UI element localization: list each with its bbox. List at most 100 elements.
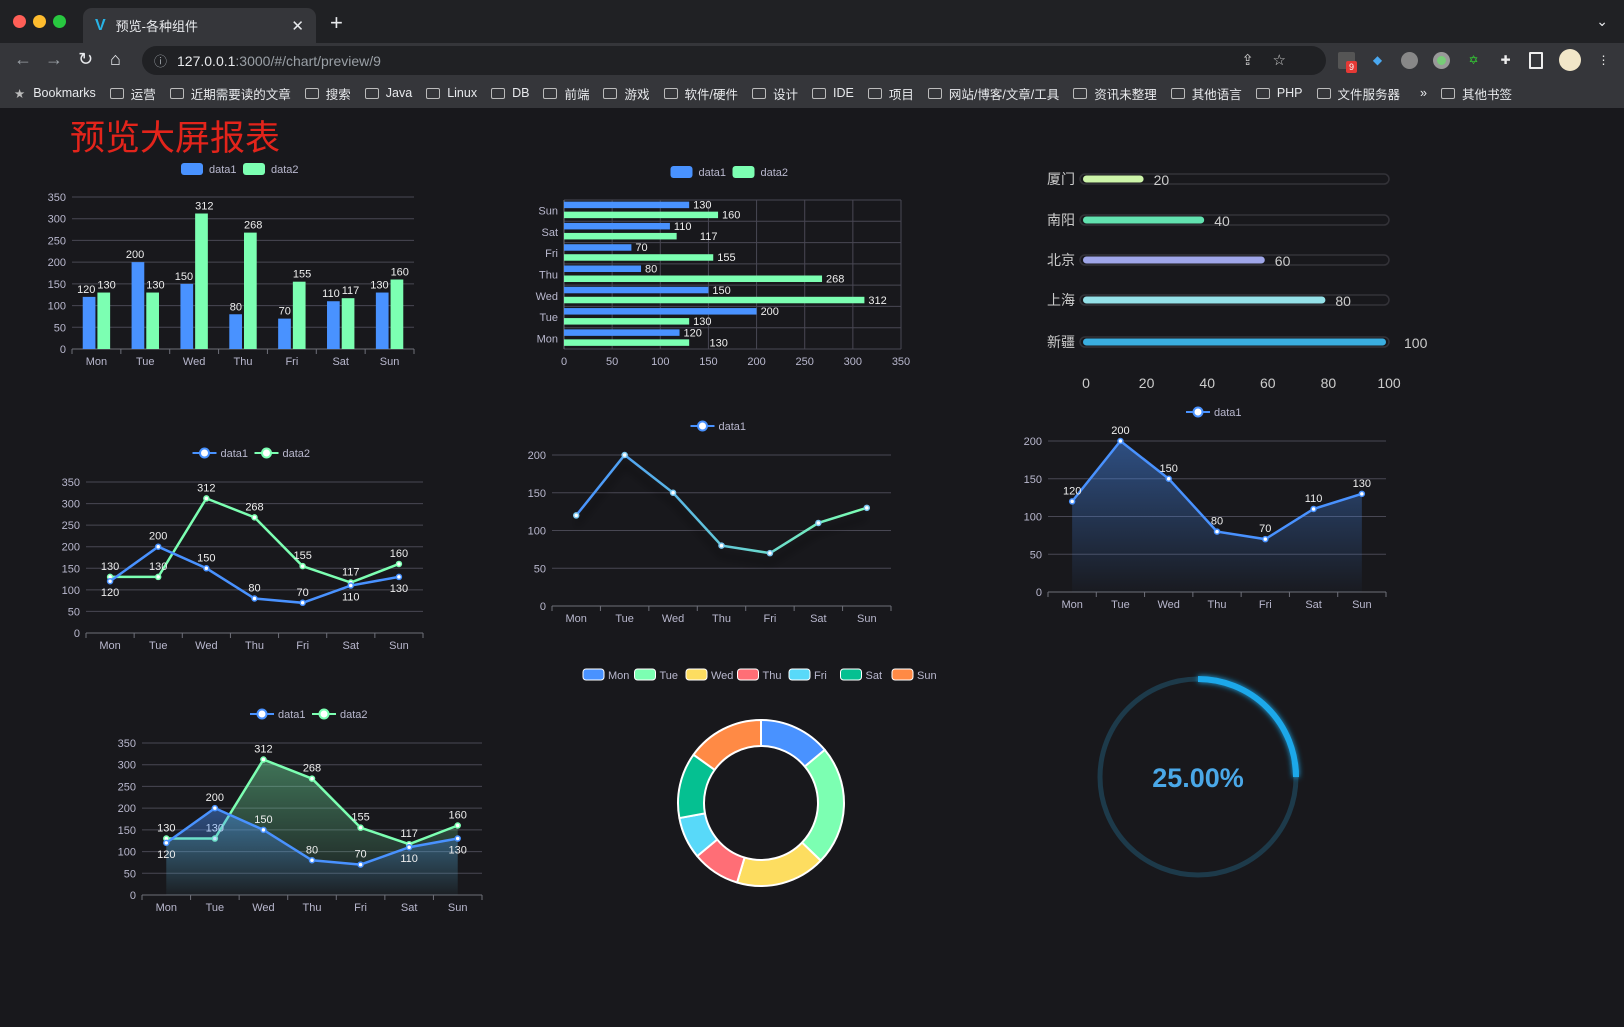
data-label: 110 (400, 853, 418, 865)
bookmark-folder[interactable]: IDE (812, 86, 854, 100)
x-tick-label: Wed (252, 902, 274, 914)
forward-icon[interactable]: → (45, 49, 63, 69)
browser-tab[interactable]: V 预览-各种组件 ✕ (83, 8, 316, 43)
data-label: 80 (645, 264, 657, 276)
chart-bar: data1 data2 0 50 100 150 200 250 300 350 Mon Tue Wed… (48, 163, 415, 368)
legend-item-data1[interactable]: data1 (192, 447, 249, 460)
legend-item-data2[interactable]: data2 (312, 708, 368, 721)
legend-item-data1[interactable]: data1 (690, 420, 747, 433)
legend-item-Sat[interactable]: Sat (840, 668, 883, 682)
legend-item-data1[interactable]: data1 (1186, 406, 1242, 419)
bar-data2 (195, 213, 208, 349)
bookmark-folder[interactable]: 前端 (543, 84, 589, 103)
bookmark-folder[interactable]: Linux (426, 86, 477, 100)
legend-marker (261, 447, 272, 459)
menu-icon[interactable]: ⋮ (1597, 53, 1610, 67)
back-icon[interactable]: ← (14, 49, 32, 69)
bookmark-folder[interactable]: 其他语言 (1170, 84, 1242, 103)
legend-item-data1[interactable]: data1 (670, 166, 727, 179)
x-tick-label: 200 (747, 356, 765, 368)
side-panel-icon[interactable] (1529, 52, 1543, 69)
maximize-window-button[interactable] (53, 15, 66, 28)
bookmark-folder[interactable]: 设计 (751, 84, 798, 103)
legend-item-data1[interactable]: data1 (181, 163, 237, 176)
minimize-window-button[interactable] (33, 15, 46, 28)
close-tab-icon[interactable]: ✕ (291, 17, 304, 35)
progress-fill (1083, 216, 1205, 224)
folder-icon (491, 87, 506, 99)
legend-item-data2[interactable]: data2 (243, 163, 299, 176)
star-extension-icon[interactable]: ✡ (1468, 53, 1479, 67)
close-window-button[interactable] (13, 15, 26, 28)
x-tick-label: 300 (844, 356, 862, 368)
bookmark-folder[interactable]: Java (364, 86, 412, 100)
bookmark-folder[interactable]: 文件服务器 (1316, 84, 1400, 103)
bookmark-folder[interactable]: 近期需要读的文章 (169, 84, 291, 103)
bookmark-folder[interactable]: 搜索 (304, 84, 351, 103)
x-tick-label: Wed (1158, 599, 1180, 611)
puzzle-extensions-icon[interactable]: ✚ (1500, 53, 1511, 67)
point-data1 (572, 512, 580, 519)
legend-item-data1[interactable]: data1 (250, 708, 306, 721)
legend-item-Fri[interactable]: Fri (788, 668, 827, 682)
progress-track (1079, 294, 1390, 306)
profile-avatar[interactable] (1559, 49, 1581, 71)
bookmark-folder[interactable]: PHP (1255, 86, 1303, 100)
category-label: 新疆 (1047, 334, 1075, 350)
y-tick-label: 100 (1024, 512, 1042, 524)
share-icon[interactable]: ⇪ (1241, 52, 1254, 69)
bookmark-label: Bookmarks (33, 86, 96, 100)
bar-data2 (390, 279, 404, 349)
home-icon[interactable]: ⌂ (110, 49, 121, 69)
x-tick-label: Sat (332, 356, 349, 368)
reload-icon[interactable]: ↻ (78, 49, 94, 69)
bookmark-folder[interactable]: 软件/硬件 (663, 84, 738, 103)
site-info-icon[interactable]: ⓘ (154, 54, 168, 69)
value-label: 80 (1335, 293, 1351, 309)
bookmark-folder[interactable]: 项目 (867, 84, 914, 103)
point-data2 (203, 495, 210, 502)
x-tick-label: Thu (245, 640, 264, 652)
bookmark-folder[interactable]: 网站/博客/文章/工具 (927, 84, 1059, 103)
extension-icon[interactable] (1401, 52, 1418, 69)
legend-label: data1 (1214, 407, 1242, 419)
new-tab-button[interactable]: + (330, 10, 343, 35)
bar-data1 (180, 283, 194, 349)
bookmark-folder[interactable]: 运营 (109, 84, 156, 103)
data-label: 70 (354, 849, 366, 861)
bookmark-folder[interactable]: DB (491, 86, 529, 100)
legend-item-Wed[interactable]: Wed (685, 668, 733, 682)
x-tick-label: Tue (136, 356, 155, 368)
bookmarks-button[interactable]: ★ Bookmarks (14, 86, 96, 101)
legend-label: data2 (761, 167, 789, 179)
point-data2 (260, 756, 267, 763)
gauge-value-label: 25.00% (1152, 763, 1244, 793)
legend-item-Mon[interactable]: Mon (582, 668, 629, 682)
bookmark-label: PHP (1276, 86, 1303, 100)
bookmark-star-icon[interactable]: ☆ (1272, 52, 1286, 69)
green-dot-extension-icon[interactable] (1433, 52, 1450, 69)
data-label: 150 (197, 552, 215, 564)
legend-item-data2[interactable]: data2 (732, 166, 789, 179)
x-tick-label: Sun (389, 640, 409, 652)
x-tick-label: 350 (892, 356, 910, 368)
bar-data1 (327, 301, 340, 349)
chart-line2: data1 data2 0 50 100 150 200 250 300 350 Mon Tue Wed… (62, 447, 424, 652)
legend-label: Wed (711, 670, 733, 682)
point-data1 (106, 577, 114, 585)
other-bookmarks-folder[interactable]: 其他书签 (1440, 84, 1512, 103)
legend-item-Sun[interactable]: Sun (891, 668, 937, 682)
bookmarks-overflow-button[interactable]: » (1420, 86, 1427, 100)
data-label: 120 (1063, 485, 1081, 497)
bookmark-label: 前端 (564, 87, 590, 102)
legend-item-data2[interactable]: data2 (254, 447, 311, 460)
x-tick-label: Tue (1111, 599, 1130, 611)
y-tick-label: 0 (540, 601, 546, 613)
legend-item-Thu[interactable]: Thu (737, 668, 782, 682)
address-bar[interactable]: ⓘ 127.0.0.1 :3000/#/chart/preview/9 ⇪ ☆ (142, 46, 1326, 75)
tab-search-chevron-icon[interactable]: ⌄ (1596, 13, 1608, 29)
bookmark-folder[interactable]: 资讯未整理 (1073, 84, 1157, 103)
bookmark-folder[interactable]: 游戏 (603, 84, 650, 103)
legend-item-Tue[interactable]: Tue (634, 668, 679, 682)
gem-extension-icon[interactable]: ◆ (1372, 53, 1383, 67)
